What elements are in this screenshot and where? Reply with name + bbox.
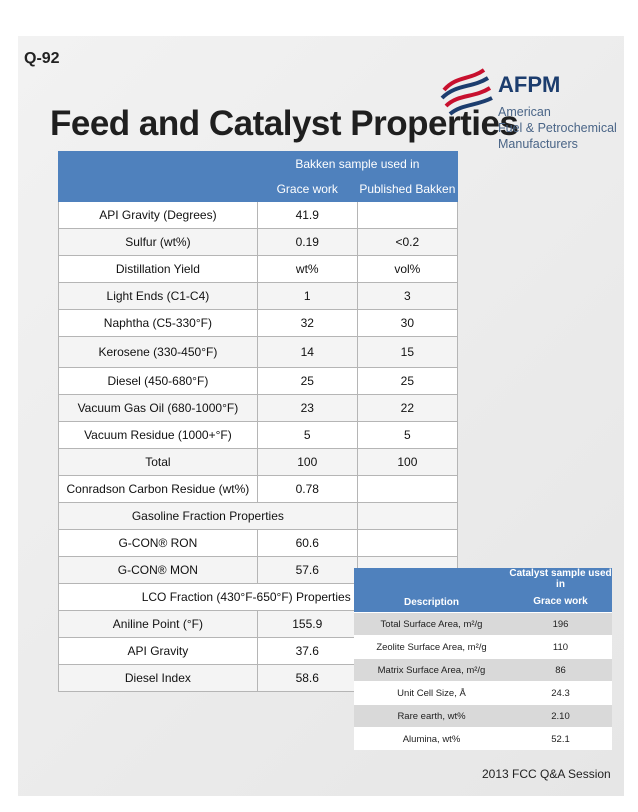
row-description: Total Surface Area, m²/g (354, 612, 509, 636)
row-value-published: <0.2 (356, 228, 459, 256)
row-label: API Gravity (58, 637, 258, 665)
row-value-grace: 60.6 (256, 529, 358, 557)
table-row: Naphtha (C5-330°F) 32 30 (58, 309, 459, 337)
logo-subtitle: American Fuel & Petrochemical Manufactur… (498, 104, 618, 152)
row-value-published: vol% (356, 255, 459, 283)
row-value-grace: 0.78 (256, 475, 358, 503)
row-label: Vacuum Gas Oil (680-1000°F) (58, 394, 258, 422)
flag-stripes-icon (440, 68, 493, 116)
row-value: 2.10 (509, 704, 612, 728)
row-label: Total (58, 448, 258, 476)
table-header-top: Bakken sample used in (256, 151, 459, 177)
row-label: Diesel (450-680°F) (58, 367, 258, 395)
row-label: Sulfur (wt%) (58, 228, 258, 256)
table-row: Unit Cell Size, Å 24.3 (354, 681, 612, 705)
row-value-published (356, 529, 459, 557)
row-description: Alumina, wt% (354, 727, 509, 750)
row-label: Distillation Yield (58, 255, 258, 283)
column-header-description: Description (354, 568, 509, 613)
table-row: Matrix Surface Area, m²/g 86 (354, 658, 612, 682)
row-value-grace: 25 (256, 367, 358, 395)
logo-name: AFPM (498, 72, 561, 97)
table-row: Distillation Yield wt% vol% (58, 255, 459, 283)
row-description: Zeolite Surface Area, m²/g (354, 635, 509, 659)
table-row: Vacuum Residue (1000+°F) 5 5 (58, 421, 459, 449)
column-header-published: Published Bakken (356, 176, 459, 202)
page-title: Feed and Catalyst Properties (50, 104, 519, 143)
row-label: G-CON® RON (58, 529, 258, 557)
row-value-grace: 155.9 (256, 610, 358, 638)
row-label: Vacuum Residue (1000+°F) (58, 421, 258, 449)
header-top-text: Bakken sample used in (295, 157, 420, 171)
row-value-grace: 1 (256, 282, 358, 310)
row-value-grace: 23 (256, 394, 358, 422)
row-label: Naphtha (C5-330°F) (58, 309, 258, 337)
row-value: 24.3 (509, 681, 612, 705)
row-value: 110 (509, 635, 612, 659)
row-label: Diesel Index (58, 664, 258, 692)
row-value-published (356, 475, 459, 503)
row-label: Conradson Carbon Residue (wt%) (58, 475, 258, 503)
table-row: Rare earth, wt% 2.10 (354, 704, 612, 728)
row-value-grace: 100 (256, 448, 358, 476)
logo-sub-line: Manufacturers (498, 137, 578, 151)
table-header-blank (58, 151, 258, 202)
row-value-published: 22 (356, 394, 459, 422)
table-row: Alumina, wt% 52.1 (354, 727, 612, 750)
table-row: Sulfur (wt%) 0.19 <0.2 (58, 228, 459, 256)
table-row: Vacuum Gas Oil (680-1000°F) 23 22 (58, 394, 459, 422)
feed-properties-table: Bakken sample used in Grace work Publish… (58, 151, 459, 692)
row-value-grace: 41.9 (256, 201, 358, 229)
column-header-grace: Grace work (256, 176, 358, 202)
row-value-grace: 5 (256, 421, 358, 449)
slide-number: Q-92 (24, 50, 60, 67)
row-value-grace: 57.6 (256, 556, 358, 584)
row-value: 196 (509, 612, 612, 636)
row-label: G-CON® MON (58, 556, 258, 584)
gasoline-section-header: Gasoline Fraction Properties (58, 502, 358, 530)
row-label: Light Ends (C1-C4) (58, 282, 258, 310)
row-label: Aniline Point (°F) (58, 610, 258, 638)
footer-text: 2013 FCC Q&A Session (482, 767, 611, 781)
row-description: Rare earth, wt% (354, 704, 509, 728)
afpm-logo: AFPM American Fuel & Petrochemical Manuf… (440, 68, 617, 178)
row-value-published: 100 (356, 448, 459, 476)
row-label: API Gravity (Degrees) (58, 201, 258, 229)
logo-sub-line: American (498, 105, 551, 119)
table-row: Light Ends (C1-C4) 1 3 (58, 282, 459, 310)
row-value-published: 25 (356, 367, 459, 395)
row-value-published: 5 (356, 421, 459, 449)
catalyst-properties-table: Description Catalyst sample used in Grac… (354, 568, 612, 750)
row-value-published (356, 201, 459, 229)
row-value-grace: wt% (256, 255, 358, 283)
table-row: Total 100 100 (58, 448, 459, 476)
table-row: Kerosene (330-450°F) 14 15 (58, 336, 459, 368)
section-header-row: Gasoline Fraction Properties (58, 502, 459, 530)
table-row: Total Surface Area, m²/g 196 (354, 612, 612, 636)
table-row: API Gravity (Degrees) 41.9 (58, 201, 459, 229)
column-header-catalyst-bottom: Grace work (509, 590, 612, 613)
row-label: Kerosene (330-450°F) (58, 336, 258, 368)
row-description: Matrix Surface Area, m²/g (354, 658, 509, 682)
empty-cell (356, 502, 459, 530)
table-row: Diesel (450-680°F) 25 25 (58, 367, 459, 395)
row-value-grace: 37.6 (256, 637, 358, 665)
column-header-catalyst-top: Catalyst sample used in (509, 568, 612, 590)
lco-section-header: LCO Fraction (430°F-650°F) Properties (58, 583, 358, 611)
row-value-published: 30 (356, 309, 459, 337)
row-value: 52.1 (509, 727, 612, 750)
row-description: Unit Cell Size, Å (354, 681, 509, 705)
row-value-grace: 0.19 (256, 228, 358, 256)
row-value-grace: 14 (256, 336, 358, 368)
table-row: G-CON® RON 60.6 (58, 529, 459, 557)
table-row: Conradson Carbon Residue (wt%) 0.78 (58, 475, 459, 503)
row-value-grace: 58.6 (256, 664, 358, 692)
row-value: 86 (509, 658, 612, 682)
row-value-published: 15 (356, 336, 459, 368)
logo-sub-line: Fuel & Petrochemical (498, 121, 617, 135)
row-value-published: 3 (356, 282, 459, 310)
table-row: Zeolite Surface Area, m²/g 110 (354, 635, 612, 659)
row-value-grace: 32 (256, 309, 358, 337)
